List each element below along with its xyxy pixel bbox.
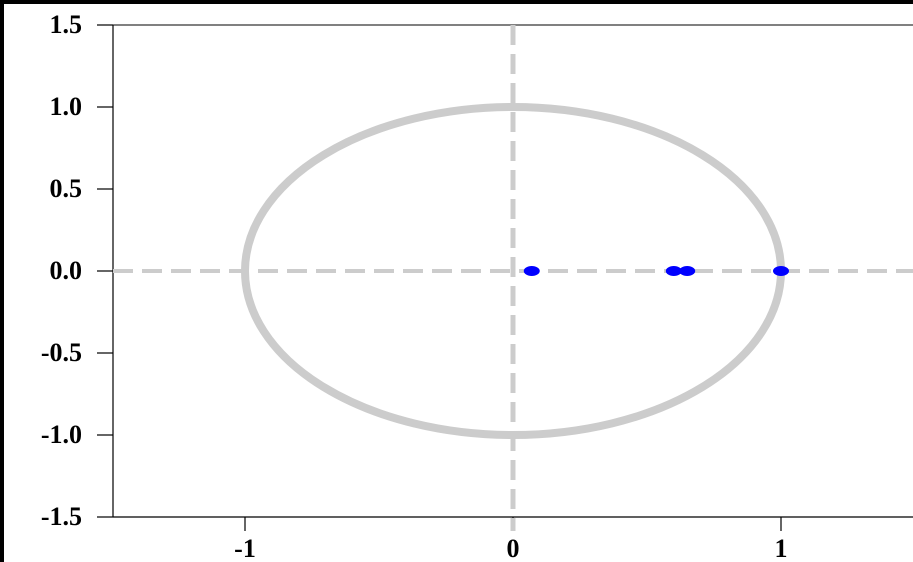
data-point <box>773 266 789 276</box>
x-tick-label: -1 <box>234 534 256 562</box>
data-point <box>523 266 540 276</box>
points-layer <box>523 266 789 276</box>
axes-layer <box>97 24 913 531</box>
tick-labels-layer: 1.5 1.0 0.5 0.0 -0.5 -1.0 -1.5 -1 0 1 <box>41 10 788 562</box>
y-tick-label: 1.0 <box>50 92 83 121</box>
reference-lines-layer <box>113 25 913 531</box>
data-point <box>679 266 696 276</box>
y-tick-label: -1.5 <box>41 502 82 531</box>
data-point <box>665 266 682 276</box>
x-tick-label: 1 <box>775 534 788 562</box>
y-tick-label: 0.5 <box>50 174 83 203</box>
x-tick-label: 0 <box>507 534 520 562</box>
y-tick-label: -0.5 <box>41 338 82 367</box>
y-tick-label: 0.0 <box>50 256 83 285</box>
y-tick-label: 1.5 <box>50 10 83 39</box>
y-tick-label: -1.0 <box>41 420 82 449</box>
